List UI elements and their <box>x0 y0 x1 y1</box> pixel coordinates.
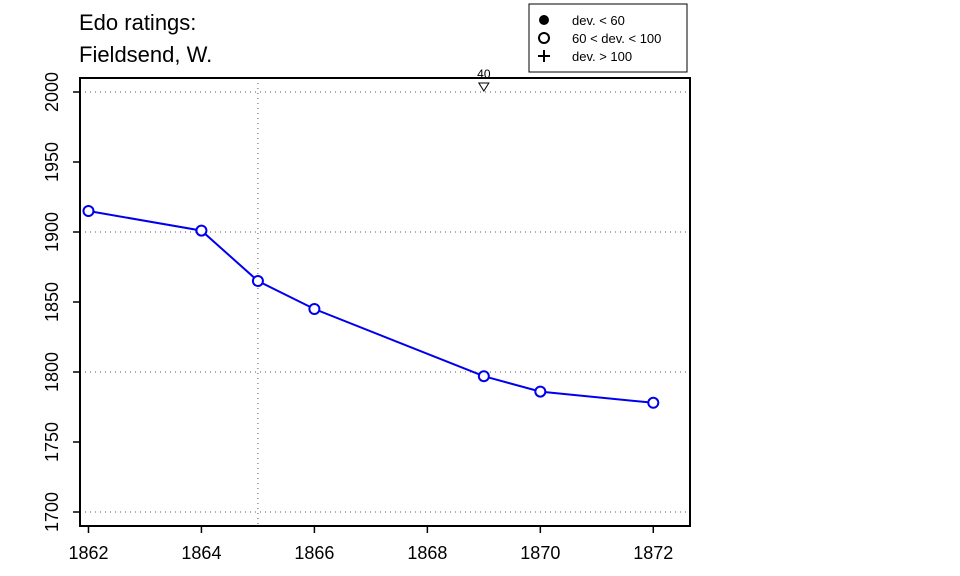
grid-lines <box>80 78 690 526</box>
legend-marker-filled-circle-icon <box>539 15 549 25</box>
y-tick-label: 1900 <box>42 212 62 252</box>
y-tick-label: 1950 <box>42 142 62 182</box>
offscale-down-triangle-icon <box>477 82 490 92</box>
data-point <box>308 303 321 315</box>
x-tick-label: 1870 <box>520 543 560 563</box>
legend: dev. < 60 60 < dev. < 100 dev. > 100 <box>528 3 688 73</box>
y-tick-label: 1750 <box>42 422 62 462</box>
legend-label-dev-60-100: 60 < dev. < 100 <box>572 31 661 46</box>
data-point <box>477 370 490 383</box>
y-tick-label: 1800 <box>42 352 62 392</box>
y-tick-label: 1850 <box>42 282 62 322</box>
x-tick-label: 1866 <box>294 543 334 563</box>
data-point <box>647 396 660 409</box>
axes: 1862 1864 1866 1868 1870 1872 1700 1750 1800 1850… <box>42 72 673 563</box>
series-line <box>88 210 654 404</box>
chart-title-line-2: Fieldsend, W. <box>79 42 212 67</box>
data-point <box>82 205 95 217</box>
series-layer <box>82 205 660 409</box>
legend-label-dev-lt-60: dev. < 60 <box>572 13 625 28</box>
chart-title-line-1: Edo ratings: <box>79 10 196 35</box>
x-tick-label: 1872 <box>633 543 673 563</box>
data-point <box>195 224 208 237</box>
data-point <box>534 385 547 398</box>
legend-marker-plus-icon <box>538 50 550 62</box>
y-tick-label: 2000 <box>42 72 62 112</box>
x-tick-label: 1862 <box>68 543 108 563</box>
data-point <box>251 275 264 287</box>
legend-label-dev-gt-100: dev. > 100 <box>572 49 632 64</box>
legend-box <box>528 3 688 73</box>
x-tick-label: 1868 <box>407 543 447 563</box>
x-tick-label: 1864 <box>181 543 221 563</box>
legend-marker-open-circle-icon <box>538 32 550 44</box>
plot-frame <box>79 77 691 527</box>
y-tick-label: 1700 <box>42 492 62 532</box>
